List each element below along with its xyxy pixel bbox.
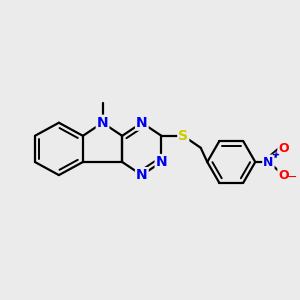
Text: N: N [156,155,167,169]
Text: N: N [263,155,274,169]
Text: O: O [278,169,289,182]
Text: +: + [272,151,280,160]
Text: N: N [136,116,148,130]
Text: −: − [287,171,298,184]
Text: N: N [97,116,108,130]
Text: O: O [278,142,289,155]
Text: N: N [136,168,148,182]
Text: S: S [178,129,188,143]
